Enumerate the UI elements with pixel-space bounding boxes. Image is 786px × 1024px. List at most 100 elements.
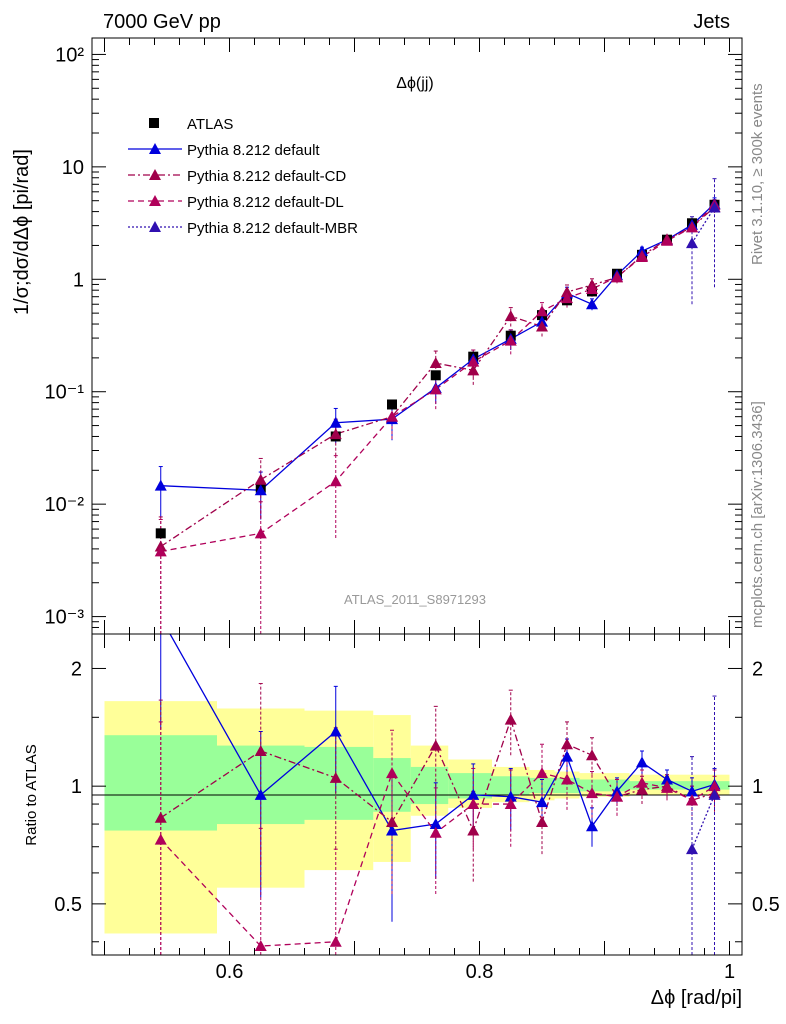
legend-marker	[149, 221, 161, 232]
main-marker	[561, 286, 573, 298]
main-marker	[254, 527, 267, 539]
main-marker	[504, 310, 517, 322]
main-series-line	[160, 206, 715, 548]
legend-label: ATLAS	[187, 116, 233, 133]
legend-marker	[149, 195, 161, 206]
ratio-marker	[636, 776, 648, 788]
legend-label: Pythia 8.212 default-CD	[187, 168, 346, 185]
main-marker	[329, 416, 342, 428]
ratio-marker	[467, 798, 480, 810]
main-marker	[154, 545, 167, 557]
main-marker	[661, 234, 673, 246]
ratio-marker	[154, 811, 167, 823]
legend-label: Pythia 8.212 default	[187, 142, 320, 159]
ratio-y-tick-label: 2	[71, 658, 82, 680]
ratio-marker	[561, 750, 573, 762]
ratio-marker	[636, 756, 648, 768]
main-marker	[561, 292, 573, 304]
main-marker	[329, 475, 342, 487]
main-marker	[387, 399, 397, 410]
legend-marker	[149, 118, 159, 128]
legend-marker	[149, 169, 161, 180]
ratio-marker	[429, 739, 442, 751]
ratio-marker	[329, 771, 342, 783]
main-marker	[586, 298, 598, 310]
main-marker	[254, 484, 267, 496]
main-marker	[386, 410, 398, 422]
legend-label: Pythia 8.212 default-DL	[187, 194, 344, 211]
process-label: Jets	[693, 11, 730, 33]
ratio-marker	[536, 767, 548, 779]
main-series-line	[160, 203, 715, 491]
ratio-marker	[254, 940, 267, 952]
x-tick-label: 1	[724, 961, 735, 983]
uncertainty-band-inner	[304, 746, 374, 820]
ratio-marker	[586, 820, 598, 832]
watermark: ATLAS_2011_S8971293	[344, 592, 486, 607]
ratio-panel: Ratio to ATLAS Δϕ [rad/pi] 0.5 0.5 1 1 2 2 0.…	[23, 38, 780, 1009]
ratio-y-tick-label: 1	[71, 776, 82, 798]
ratio-marker	[504, 713, 517, 725]
main-marker	[154, 479, 167, 491]
ratio-marker	[686, 843, 698, 855]
ratio-marker	[686, 785, 698, 797]
ratio-marker	[504, 790, 517, 802]
main-marker	[536, 320, 548, 332]
rivet-label: Rivet 3.1.10, ≥ 300k events	[749, 83, 766, 265]
ratio-marker	[561, 738, 573, 750]
ratio-y-tick-label-right: 2	[752, 658, 763, 680]
ratio-marker	[429, 818, 442, 830]
main-marker	[536, 305, 548, 317]
ratio-marker	[467, 788, 480, 800]
y-tick-label: 1	[73, 269, 84, 291]
main-marker	[254, 473, 267, 485]
ratio-marker	[254, 745, 267, 757]
legend-label: Pythia 8.212 default-MBR	[187, 220, 358, 237]
ratio-marker	[329, 725, 342, 737]
main-marker	[155, 528, 166, 539]
uncertainty-band-inner	[410, 766, 449, 805]
y-tick-label: 10⁻²	[45, 494, 85, 516]
ratio-y-axis-label: Ratio to ATLAS	[23, 744, 40, 845]
main-marker	[611, 270, 623, 282]
x-axis-label: Δϕ [rad/pi]	[651, 987, 742, 1009]
y-tick-label: 10	[62, 157, 84, 179]
ratio-marker	[467, 824, 480, 836]
ratio-marker	[386, 824, 398, 836]
main-marker	[430, 370, 441, 381]
y-tick-label: 10⁻³	[45, 607, 85, 629]
main-marker	[429, 383, 442, 395]
uncertainty-band-inner	[448, 773, 492, 799]
main-marker	[686, 237, 698, 249]
legend: ATLAS Pythia 8.212 default Pythia 8.212 de…	[128, 116, 358, 237]
ratio-marker	[561, 773, 573, 785]
main-y-axis-label: 1/σ;dσ/dΔϕ [pi/rad]	[11, 149, 33, 315]
y-tick-label: 10²	[55, 44, 84, 66]
ratio-marker	[154, 833, 167, 845]
main-marker	[329, 428, 342, 440]
ratio-y-tick-label-right: 1	[752, 776, 763, 798]
main-title: Δϕ(jj)	[396, 75, 433, 92]
legend-marker	[149, 143, 161, 154]
ratio-marker	[708, 788, 721, 800]
ratio-marker	[586, 787, 598, 799]
ratio-frame	[91, 633, 743, 956]
main-marker	[636, 250, 648, 262]
ratio-y-tick-label: 0.5	[54, 894, 82, 916]
ratio-marker	[686, 794, 698, 806]
y-tick-label: 10⁻¹	[45, 382, 85, 404]
ratio-marker	[611, 790, 623, 802]
ratio-marker	[586, 749, 598, 761]
main-marker	[504, 334, 517, 346]
main-series-line	[691, 207, 716, 244]
ratio-marker	[636, 783, 648, 795]
main-panel: Δϕ(jj) ATLAS_2011_S8971293 1/σ;dσ/dΔϕ [p…	[11, 37, 743, 635]
mcplots-label: mcplots.cern.ch [arXiv:1306.3436]	[749, 401, 766, 628]
ratio-y-tick-label-right: 0.5	[752, 894, 780, 916]
ratio-marker	[329, 935, 342, 947]
ratio-series-line	[691, 794, 716, 850]
x-tick-label: 0.6	[216, 961, 244, 983]
ratio-marker	[254, 788, 267, 800]
ratio-marker	[536, 815, 548, 827]
